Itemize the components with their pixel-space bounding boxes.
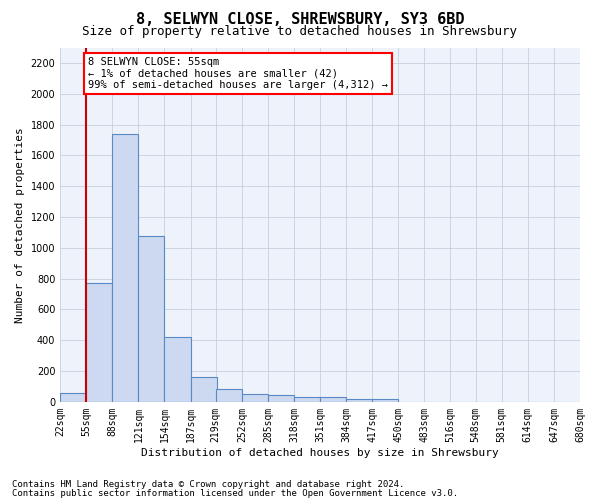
Text: 8, SELWYN CLOSE, SHREWSBURY, SY3 6BD: 8, SELWYN CLOSE, SHREWSBURY, SY3 6BD: [136, 12, 464, 28]
Bar: [372, 399, 398, 402]
Text: 8 SELWYN CLOSE: 55sqm
← 1% of detached houses are smaller (42)
99% of semi-detac: 8 SELWYN CLOSE: 55sqm ← 1% of detached h…: [88, 56, 388, 90]
Bar: [164, 337, 191, 402]
Bar: [86, 283, 112, 402]
Bar: [112, 134, 139, 402]
Text: Contains HM Land Registry data © Crown copyright and database right 2024.: Contains HM Land Registry data © Crown c…: [12, 480, 404, 489]
Bar: [268, 395, 294, 402]
Bar: [346, 399, 372, 402]
Bar: [294, 397, 320, 402]
Bar: [60, 394, 86, 402]
Bar: [139, 236, 164, 402]
Text: Contains public sector information licensed under the Open Government Licence v3: Contains public sector information licen…: [12, 489, 458, 498]
Bar: [242, 394, 268, 402]
Bar: [191, 377, 217, 402]
X-axis label: Distribution of detached houses by size in Shrewsbury: Distribution of detached houses by size …: [141, 448, 499, 458]
Y-axis label: Number of detached properties: Number of detached properties: [15, 127, 25, 322]
Text: Size of property relative to detached houses in Shrewsbury: Size of property relative to detached ho…: [83, 25, 517, 38]
Bar: [216, 388, 242, 402]
Bar: [320, 397, 346, 402]
